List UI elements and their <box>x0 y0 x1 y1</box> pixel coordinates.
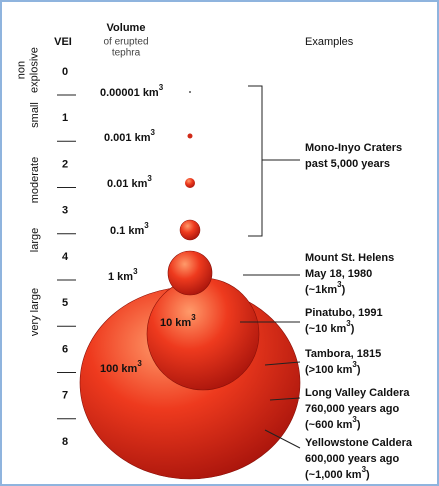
vei-number: 8 <box>62 436 68 448</box>
spheres <box>79 91 301 480</box>
superscript: 3 <box>352 415 357 424</box>
text: (>100 km <box>305 364 353 376</box>
text: (~10 km <box>305 323 346 335</box>
label: 0.00001 km3 <box>100 83 164 99</box>
superscript: 3 <box>150 128 155 137</box>
label: Pinatubo, 1991 <box>305 307 383 319</box>
superscript: 3 <box>159 83 164 92</box>
category-label: small <box>29 102 41 128</box>
vei-number: 1 <box>62 112 68 124</box>
superscript: 3 <box>337 280 342 289</box>
vei-number: 0 <box>62 66 68 78</box>
vei-number: 4 <box>62 251 69 263</box>
pointer <box>269 397 301 401</box>
vei-header: VEI <box>54 36 72 48</box>
label: (~600 km3) <box>305 415 361 431</box>
label: (~1,000 km3) <box>305 465 370 481</box>
text: 0.01 km <box>107 178 148 190</box>
vei-number: 5 <box>62 297 68 309</box>
text: Long Valley Caldera <box>305 387 410 399</box>
text: (~600 km <box>305 419 353 431</box>
sphere <box>187 133 193 139</box>
label: 1 km3 <box>108 267 138 283</box>
superscript: 3 <box>346 319 351 328</box>
label: 0.1 km3 <box>110 221 149 237</box>
label: Yellowstone Caldera <box>305 437 413 449</box>
superscript: 3 <box>362 465 367 474</box>
volume-header: Volume <box>107 22 146 34</box>
superscript: 3 <box>191 313 196 322</box>
vei-number: 7 <box>62 390 68 402</box>
label: (>100 km3) <box>305 360 361 376</box>
volume-note: of erupted <box>103 37 148 48</box>
label: 100 km3 <box>100 359 142 375</box>
label: Tambora, 1815 <box>305 348 381 360</box>
text: May 18, 1980 <box>305 268 372 280</box>
category-label: moderate <box>29 157 41 203</box>
text: 0.00001 km <box>100 87 159 99</box>
text: 100 km <box>100 363 138 375</box>
superscript: 3 <box>133 267 138 276</box>
text: (~1,000 km <box>305 469 362 481</box>
sphere <box>179 219 201 241</box>
text: Yellowstone Caldera <box>305 437 413 449</box>
label: 600,000 years ago <box>305 453 399 465</box>
text: Mount St. Helens <box>305 252 394 264</box>
text: ) <box>357 364 361 376</box>
text: ) <box>366 469 370 481</box>
examples-header: Examples <box>305 36 354 48</box>
sphere <box>189 91 191 93</box>
text: 600,000 years ago <box>305 453 399 465</box>
text: ) <box>351 323 355 335</box>
pointer <box>264 361 301 366</box>
text: Pinatubo, 1991 <box>305 307 383 319</box>
superscript: 3 <box>352 360 357 369</box>
label: (~10 km3) <box>305 319 355 335</box>
superscript: 3 <box>147 174 152 183</box>
text: ) <box>342 284 346 296</box>
label: 0.001 km3 <box>104 128 155 144</box>
text: 760,000 years ago <box>305 403 399 415</box>
text: 0.001 km <box>104 132 151 144</box>
category-label: explosive <box>28 47 40 93</box>
vei-number: 3 <box>62 205 68 217</box>
connectors <box>240 85 301 449</box>
label: May 18, 1980 <box>305 268 372 280</box>
label: Long Valley Caldera <box>305 387 410 399</box>
label: (~1km3) <box>305 280 346 296</box>
vei-number: 2 <box>62 158 68 170</box>
text: 1 km <box>108 271 133 283</box>
superscript: 3 <box>144 221 149 230</box>
sphere <box>185 178 195 188</box>
text: 10 km <box>160 317 191 329</box>
bracket <box>248 85 263 237</box>
vei-number: 6 <box>62 343 68 355</box>
volume-note: tephra <box>112 48 141 59</box>
label: Mono-Inyo Craters <box>305 142 402 154</box>
text: 0.1 km <box>110 225 144 237</box>
label: past 5,000 years <box>305 158 390 170</box>
category-label: large <box>29 228 41 252</box>
label: 760,000 years ago <box>305 403 399 415</box>
sphere <box>167 250 213 296</box>
superscript: 3 <box>137 359 142 368</box>
pointer <box>264 429 301 449</box>
label: 0.01 km3 <box>107 174 152 190</box>
text: Tambora, 1815 <box>305 348 381 360</box>
text: (~1km <box>305 284 337 296</box>
category-label: very large <box>29 288 41 336</box>
text: past 5,000 years <box>305 158 390 170</box>
text: ) <box>357 419 361 431</box>
sphere <box>146 277 260 391</box>
category-label: non <box>15 61 27 79</box>
text: Mono-Inyo Craters <box>305 142 402 154</box>
label: Mount St. Helens <box>305 252 394 264</box>
label: 10 km3 <box>160 313 196 329</box>
